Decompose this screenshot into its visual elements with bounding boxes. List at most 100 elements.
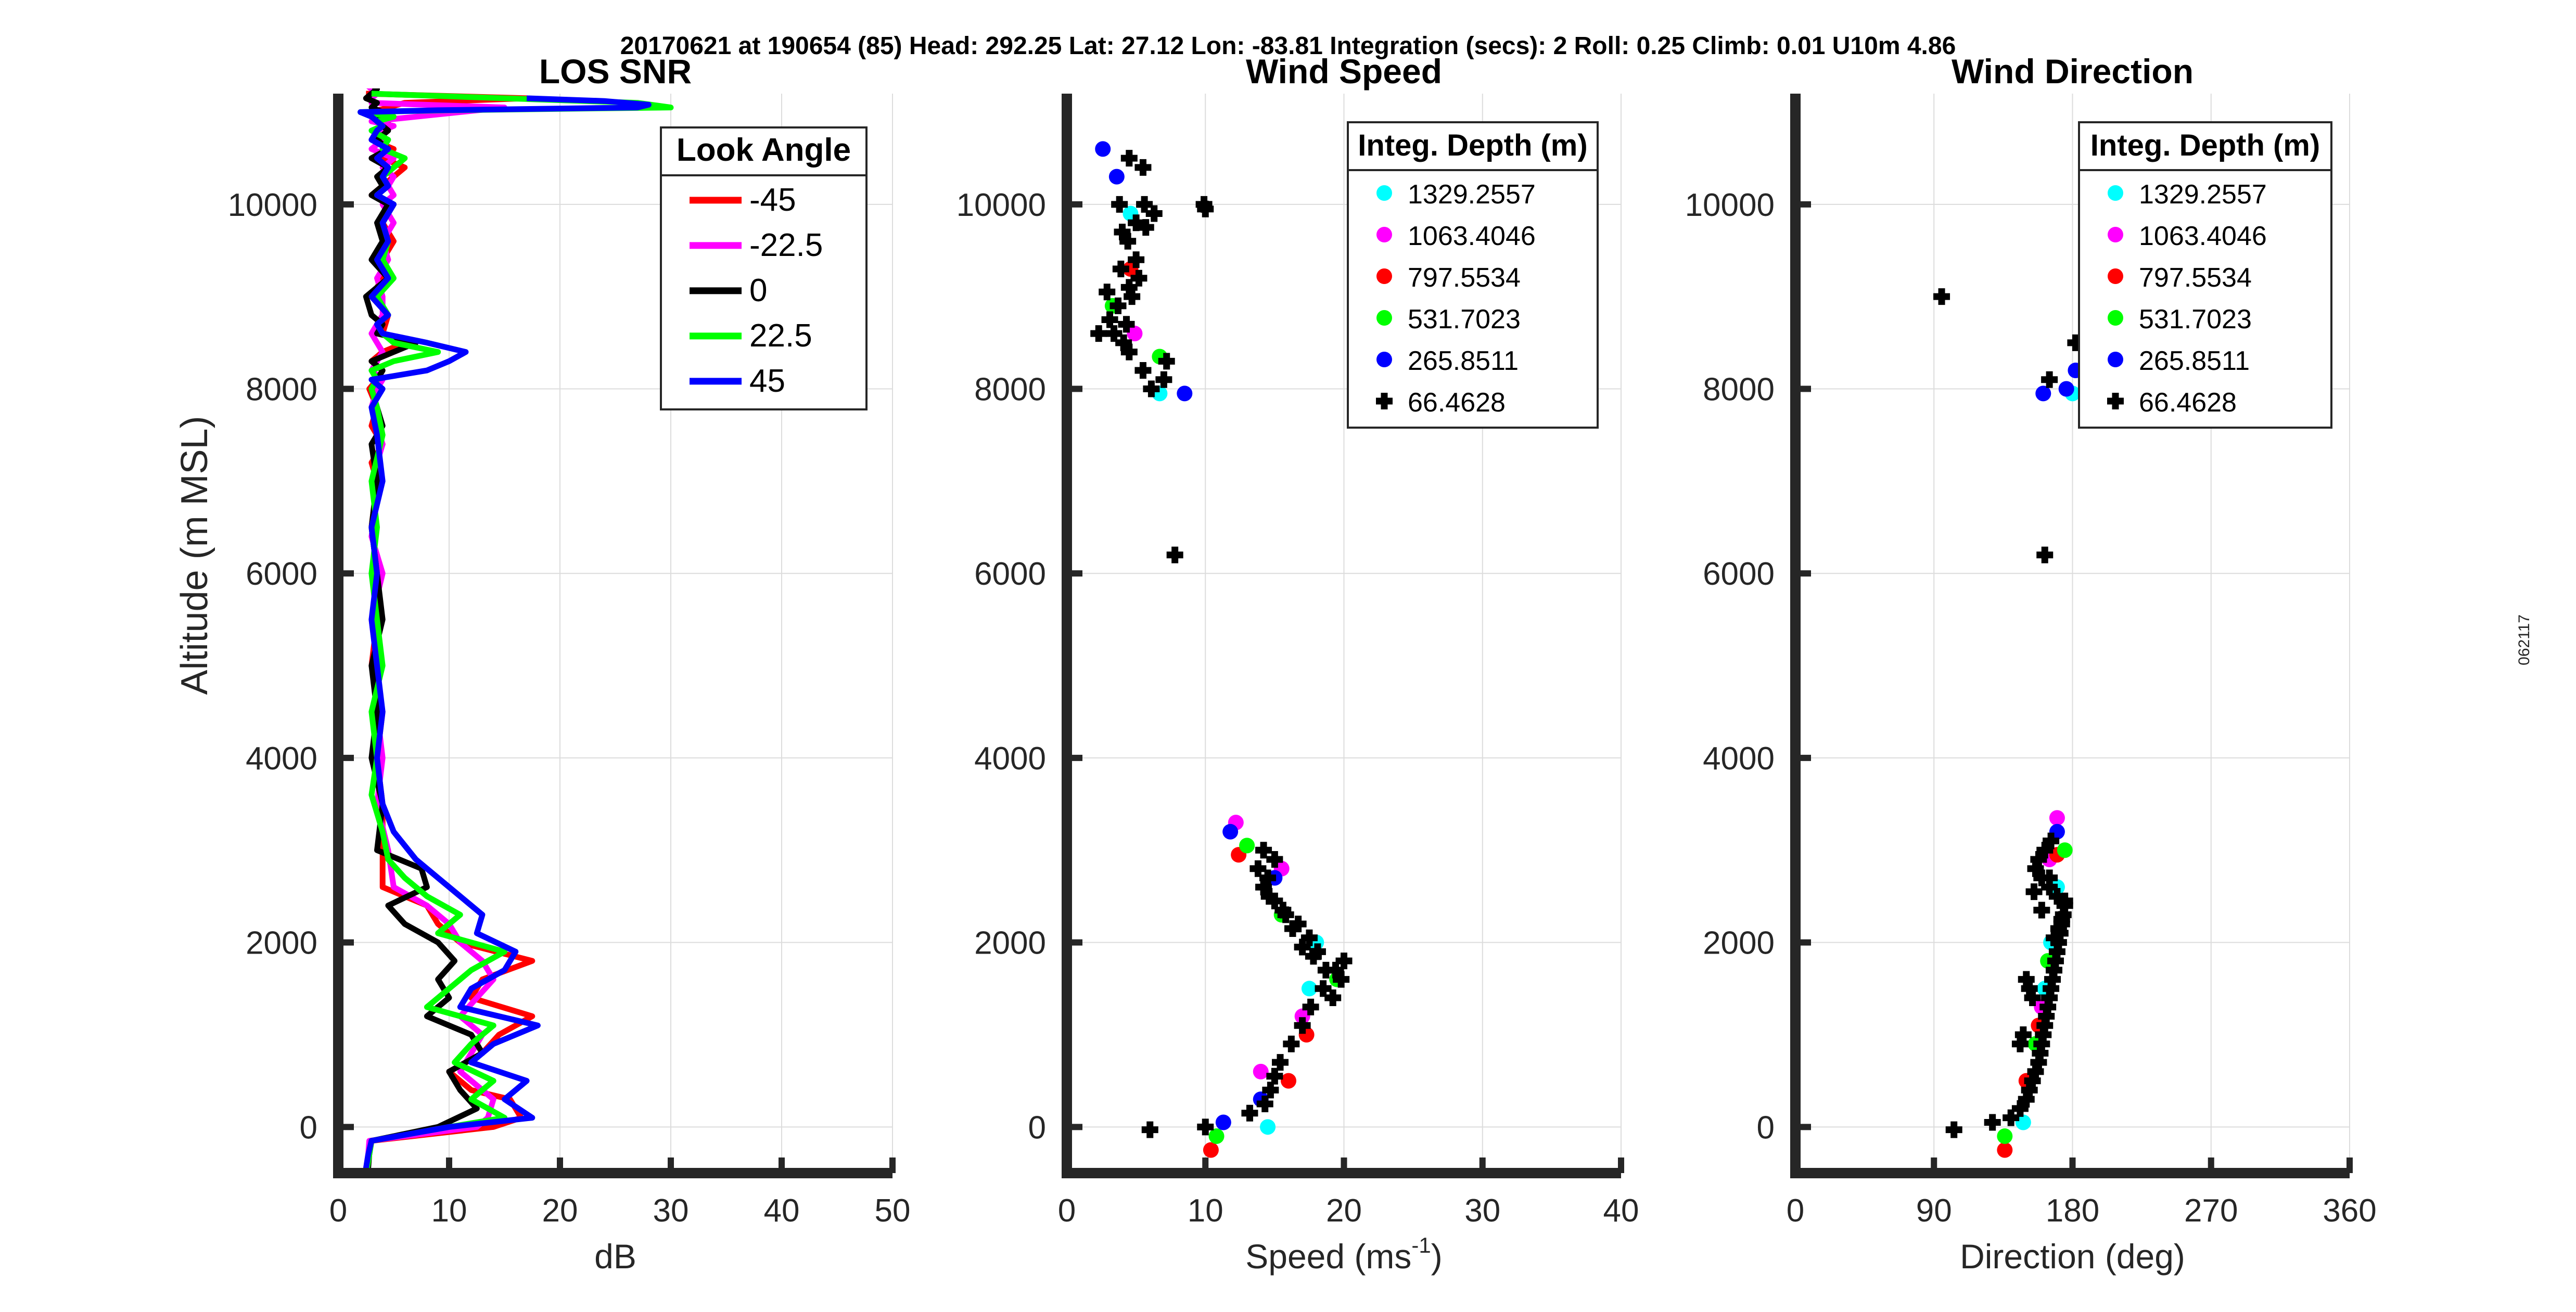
wind-speed-point-plus	[1262, 1082, 1279, 1099]
wind-direction-y-tick-label: 0	[1757, 1110, 1775, 1146]
wind-speed-point	[1108, 169, 1125, 185]
wind-direction-x-label: Direction (deg)	[1960, 1237, 2185, 1276]
wind-direction-legend-entry: 531.7023	[2139, 304, 2252, 335]
wind-speed-point	[1208, 1128, 1225, 1144]
wind-speed-point-plus	[1134, 362, 1152, 379]
wind-speed-point-plus	[1128, 251, 1145, 268]
wind-speed-point-plus	[1266, 1067, 1283, 1085]
wind-direction-legend-entry: 1329.2557	[2139, 179, 2267, 210]
wind-direction-x-tick-label: 90	[1916, 1193, 1952, 1229]
wind-direction-legend-swatch	[2108, 185, 2123, 201]
wind-direction-point-plus	[2036, 546, 2054, 563]
wind-speed-legend-entry: 66.4628	[1408, 388, 1506, 418]
wind-speed-point-plus	[1166, 546, 1183, 563]
wind-speed-point	[1222, 824, 1239, 840]
los-snr-y-tick-label: 4000	[246, 741, 317, 777]
wind-speed-point-plus	[1099, 284, 1116, 301]
wind-direction-point-plus	[1945, 1121, 1962, 1138]
wind-speed-y-tick-label: 8000	[974, 372, 1046, 408]
wind-speed-legend-swatch	[1376, 393, 1393, 409]
los-snr-x-tick-label: 20	[542, 1193, 578, 1229]
los-snr-y-label: Altitude (m MSL)	[174, 416, 215, 694]
wind-direction-point	[2049, 810, 2065, 826]
wind-direction-panel: 0 90 180 270 360 0 2000 4000 6000 8000 10000 Wind D…	[1685, 52, 2377, 1276]
los-snr-legend: Look Angle -45 -22.5 0 22.5 45	[660, 126, 868, 410]
wind-speed-point	[1301, 981, 1317, 997]
wind-direction-legend-title: Integ. Depth (m)	[2090, 128, 2320, 162]
wind-speed-point-plus	[1120, 343, 1138, 361]
wind-direction-point-plus	[2041, 371, 2058, 388]
wind-speed-legend-swatch	[1376, 185, 1392, 201]
los-snr-x-tick-label: 50	[875, 1193, 911, 1229]
wind-direction-y-tick-label: 6000	[1703, 556, 1775, 592]
figure-side-label: 062117	[2516, 614, 2533, 665]
wind-speed-point-plus	[1272, 1054, 1289, 1071]
wind-speed-point	[1281, 1073, 1296, 1089]
wind-speed-legend-swatch	[1376, 268, 1392, 284]
wind-direction-legend-entry: 66.4628	[2139, 388, 2237, 418]
los-snr-y-tick-label: 6000	[246, 556, 317, 592]
los-snr-series-line-4	[358, 95, 652, 1169]
wind-speed-point-plus	[1110, 297, 1127, 314]
wind-direction-point	[2035, 385, 2051, 402]
wind-direction-x-tick-label: 180	[2046, 1193, 2099, 1229]
wind-speed-point-plus	[1317, 961, 1334, 979]
wind-direction-legend: Integ. Depth (m) 1329.2557 1063.4046 797.55…	[2078, 121, 2332, 429]
wind-speed-point-plus	[1136, 196, 1153, 213]
wind-direction-legend-swatch	[2108, 352, 2123, 367]
wind-direction-legend-entry: 265.8511	[2139, 346, 2250, 376]
wind-speed-point-plus	[1143, 380, 1160, 397]
wind-speed-point-plus	[1305, 948, 1322, 965]
wind-speed-point	[1260, 1119, 1276, 1135]
wind-speed-point	[1127, 326, 1143, 342]
los-snr-x-tick-label: 40	[764, 1193, 800, 1229]
wind-speed-point-plus	[1195, 196, 1213, 213]
wind-speed-data	[1090, 141, 1353, 1158]
wind-direction-point-plus	[2036, 842, 2054, 859]
wind-direction-point-plus	[1984, 1114, 2001, 1131]
wind-speed-x-tick-label: 20	[1326, 1193, 1362, 1229]
los-snr-legend-title: Look Angle	[677, 132, 851, 168]
wind-speed-legend-entry: 1063.4046	[1408, 221, 1536, 251]
wind-speed-point-plus	[1294, 1017, 1311, 1034]
wind-speed-y-tick-label: 2000	[974, 925, 1046, 961]
wind-speed-point	[1215, 1114, 1231, 1130]
wind-direction-y-tick-label: 8000	[1703, 372, 1775, 408]
wind-speed-point	[1203, 1142, 1219, 1158]
wind-speed-point-plus	[1259, 869, 1277, 886]
wind-direction-title: Wind Direction	[1952, 52, 2194, 91]
wind-speed-point-plus	[1274, 902, 1292, 919]
wind-speed-point	[1095, 141, 1111, 157]
wind-direction-x-tick-label: 360	[2323, 1193, 2376, 1229]
wind-speed-point-plus	[1197, 1118, 1214, 1136]
wind-speed-x-tick-label: 10	[1188, 1193, 1223, 1229]
wind-direction-point-plus	[2041, 869, 2058, 886]
los-snr-y-tick-label: 0	[300, 1110, 317, 1146]
wind-direction-point-plus	[2053, 911, 2070, 928]
wind-speed-point-plus	[1260, 887, 1278, 905]
wind-speed-legend-entry: 265.8511	[1408, 346, 1519, 376]
wind-speed-title: Wind Speed	[1246, 52, 1442, 91]
los-snr-series-line-2	[363, 88, 486, 1169]
wind-speed-point-plus	[1115, 334, 1132, 351]
wind-direction-point-plus	[2003, 1109, 2020, 1126]
wind-speed-point-plus	[1284, 920, 1301, 937]
wind-direction-point-plus	[2018, 971, 2035, 988]
wind-direction-point-plus	[2043, 832, 2060, 850]
wind-speed-point-plus	[1120, 150, 1138, 167]
wind-direction-y-tick-label: 2000	[1703, 925, 1775, 961]
wind-speed-point	[1239, 838, 1255, 854]
wind-speed-y-tick-label: 10000	[957, 187, 1046, 223]
wind-speed-point-plus	[1256, 1095, 1273, 1112]
los-snr-series-line-3	[358, 91, 674, 1169]
wind-direction-point	[1997, 1142, 2013, 1158]
los-snr-legend-entry: 0	[749, 273, 767, 308]
wind-speed-point-plus	[1114, 224, 1131, 241]
wind-speed-point-plus	[1255, 842, 1272, 859]
wind-speed-point-plus	[1324, 989, 1342, 1007]
wind-speed-point-plus	[1294, 938, 1311, 956]
wind-speed-point	[1253, 1063, 1269, 1079]
wind-speed-point-plus	[1130, 269, 1147, 287]
figure-header: 20170621 at 190654 (85) Head: 292.25 Lat…	[620, 32, 1956, 60]
wind-direction-point-plus	[2056, 892, 2073, 909]
